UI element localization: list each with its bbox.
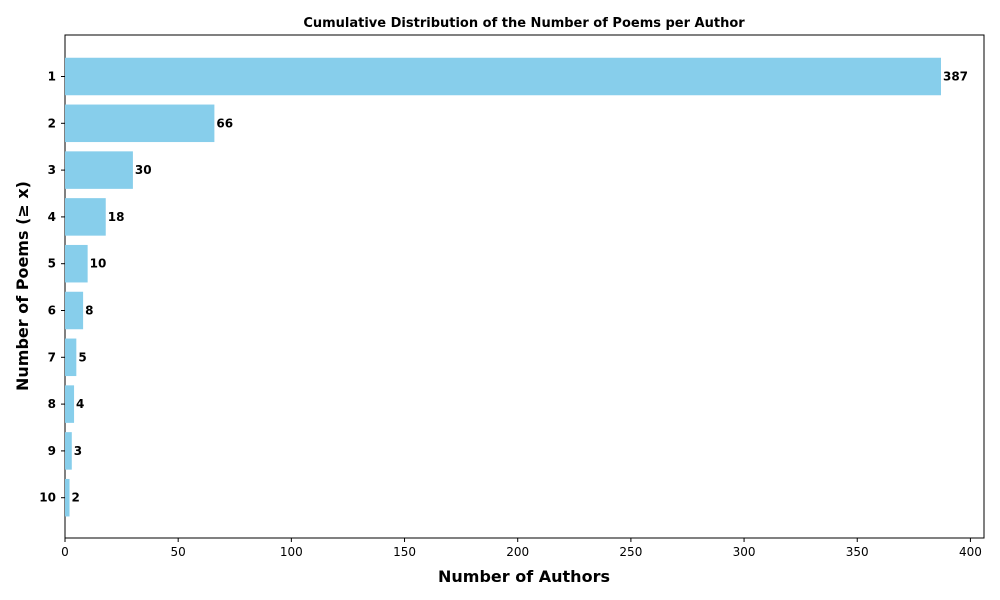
y-tick-label-10: 10: [39, 491, 56, 505]
bar-6: [65, 291, 84, 330]
y-tick-label-5: 5: [48, 257, 56, 271]
bar-9: [65, 432, 72, 470]
data-label-8: 4: [76, 397, 84, 411]
bar-5: [65, 244, 88, 283]
data-label-1: 387: [943, 70, 968, 84]
data-label-3: 30: [135, 163, 152, 177]
x-tick-label-50: 50: [171, 545, 186, 559]
data-label-6: 8: [85, 304, 93, 318]
x-tick-label-300: 300: [733, 545, 756, 559]
y-axis-label: Number of Poems (≥ x): [13, 181, 32, 391]
x-tick-label-250: 250: [619, 545, 642, 559]
bar-8: [65, 385, 75, 423]
x-tick-label-400: 400: [959, 545, 982, 559]
x-tick-label-150: 150: [393, 545, 416, 559]
y-tick-label-2: 2: [48, 116, 56, 130]
x-axis-ticks: 0 50 100 150 200 250 300 350 400: [61, 538, 982, 559]
data-labels-group: 387 66 30 18 10 8 5 4 3 2: [72, 70, 969, 505]
bar-1: [65, 57, 941, 96]
data-label-7: 5: [78, 350, 86, 364]
data-label-10: 2: [72, 491, 80, 505]
x-tick-label-0: 0: [61, 545, 69, 559]
bar-3: [65, 151, 133, 189]
y-tick-label-9: 9: [48, 444, 56, 458]
x-axis-label: Number of Authors: [438, 567, 610, 586]
bars-group: [65, 57, 941, 517]
data-label-9: 3: [74, 444, 82, 458]
y-tick-label-6: 6: [48, 304, 56, 318]
chart-title: Cumulative Distribution of the Number of…: [303, 16, 745, 31]
y-tick-label-8: 8: [48, 397, 56, 411]
y-tick-label-4: 4: [48, 210, 56, 224]
plot-area-frame: [64, 34, 985, 539]
bar-7: [65, 338, 77, 377]
y-tick-label-3: 3: [48, 163, 56, 177]
data-label-2: 66: [216, 116, 233, 130]
x-tick-label-100: 100: [280, 545, 303, 559]
y-tick-label-7: 7: [48, 350, 56, 364]
bar-4: [65, 198, 106, 236]
x-tick-label-200: 200: [506, 545, 529, 559]
data-label-4: 18: [108, 210, 125, 224]
bar-10: [65, 478, 70, 517]
data-label-5: 10: [90, 257, 107, 271]
bar-2: [65, 104, 215, 143]
y-tick-label-1: 1: [48, 70, 56, 84]
x-tick-label-350: 350: [846, 545, 869, 559]
y-axis-ticks: 1 2 3 4 5 6 7 8 9 10: [39, 70, 65, 505]
